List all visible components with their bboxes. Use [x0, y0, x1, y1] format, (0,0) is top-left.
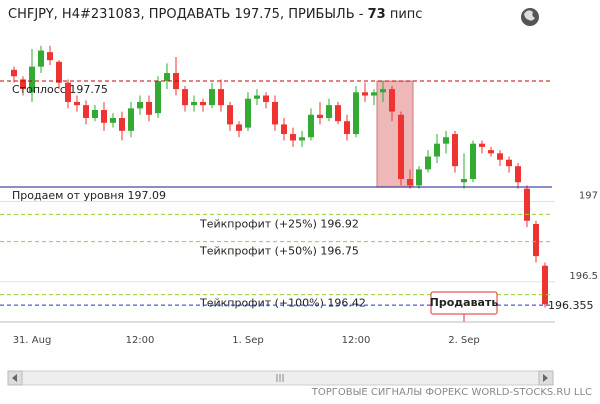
candle-body [146, 101, 152, 115]
candle-body [191, 101, 197, 106]
candle-body [389, 89, 395, 112]
candle-body [245, 98, 251, 128]
candle-body [353, 92, 359, 135]
candle-body [128, 108, 134, 131]
candle-body [200, 101, 206, 106]
sell-button[interactable]: Продавать [430, 291, 499, 322]
candle-body [335, 105, 341, 122]
candle-body [407, 179, 413, 186]
title-pips: 73 [368, 7, 386, 22]
candle-body [209, 89, 215, 106]
level-label: 196.355 [548, 299, 594, 312]
candle-body [461, 179, 467, 183]
candle-body [83, 105, 89, 118]
candle-body [263, 95, 269, 102]
candle-body [326, 105, 332, 118]
candle-body [38, 50, 44, 67]
candle-body [497, 153, 503, 160]
candle-body [74, 101, 80, 106]
candle-body [533, 223, 539, 257]
level-label: Тейкпрофит (+50%) 196.75 [199, 245, 359, 258]
level-label: Продаем от уровня 197.09 [12, 189, 166, 202]
candle-body [362, 92, 368, 96]
x-tick-label: 12:00 [126, 335, 155, 346]
candle-body [182, 89, 188, 106]
level-label: Тейкпрофит (+100%) 196.42 [199, 297, 366, 310]
title-part: CHFJPY, H4#231083, ПРОДАВАТЬ 197.75, ПРИ… [8, 7, 368, 22]
candle-body [155, 81, 161, 114]
scroll-grip[interactable] [276, 374, 284, 382]
candle-body [299, 137, 305, 141]
candle-body [479, 143, 485, 147]
arrow [543, 374, 548, 382]
y-tick-label: 197 [579, 190, 598, 201]
candle-body [218, 89, 224, 106]
candle-body [434, 143, 440, 157]
title-part: пипс [386, 7, 423, 22]
candle-body [425, 156, 431, 170]
candle-body [488, 150, 494, 154]
candle-body [542, 265, 548, 305]
candle-body [47, 52, 53, 61]
candle-body [29, 66, 35, 93]
candle-body [290, 134, 296, 141]
candle-body [524, 188, 530, 221]
candle-body [65, 82, 71, 102]
sell-button-label[interactable]: Продавать [430, 296, 499, 309]
candle-body [308, 114, 314, 138]
x-tick-label: 12:00 [342, 335, 371, 346]
candle-body [506, 159, 512, 167]
candle-body [254, 95, 260, 99]
candle-body [344, 121, 350, 135]
level-label: Тейкпрофит (+25%) 196.92 [199, 217, 359, 230]
candle-body [137, 101, 143, 109]
candle-body [92, 109, 98, 118]
plot-area: Стоплосс 197.75 Продаем от уровня 197.09 Т… [0, 45, 598, 346]
candle-body [380, 89, 386, 93]
x-tick-label: 1. Sep [232, 335, 264, 346]
candle-body [227, 105, 233, 125]
candle-body [236, 124, 242, 131]
candle-body [515, 166, 521, 183]
scrollbar[interactable] [7, 370, 554, 386]
candle-body [470, 143, 476, 180]
arrow [12, 374, 17, 382]
candle-body [371, 92, 377, 96]
candle-body [281, 124, 287, 135]
candle-body [164, 73, 170, 82]
candle-body [416, 169, 422, 186]
globe-land [524, 10, 535, 21]
chart-title: CHFJPY, H4#231083, ПРОДАВАТЬ 197.75, ПРИ… [8, 7, 422, 22]
candle-body [56, 61, 62, 83]
candle-body [11, 69, 17, 77]
x-tick-label: 2. Sep [448, 335, 480, 346]
x-tick-label: 31. Aug [13, 335, 52, 346]
candle-body [101, 109, 107, 123]
candle-body [398, 114, 404, 180]
candle-body [119, 117, 125, 131]
candle-body [317, 114, 323, 118]
candle-body [452, 134, 458, 167]
candle-body [272, 101, 278, 125]
footer: ТОРГОВЫЕ СИГНАЛЫ ФОРЕКС WORLD-STOCKS.RU … [311, 387, 592, 398]
candle-body [110, 117, 116, 123]
candle-body [20, 79, 26, 90]
y-tick-label: 196.5 [569, 271, 598, 282]
globe-icon[interactable] [521, 8, 539, 26]
candle-body [443, 137, 449, 144]
level-label: Стоплосс 197.75 [12, 83, 108, 96]
